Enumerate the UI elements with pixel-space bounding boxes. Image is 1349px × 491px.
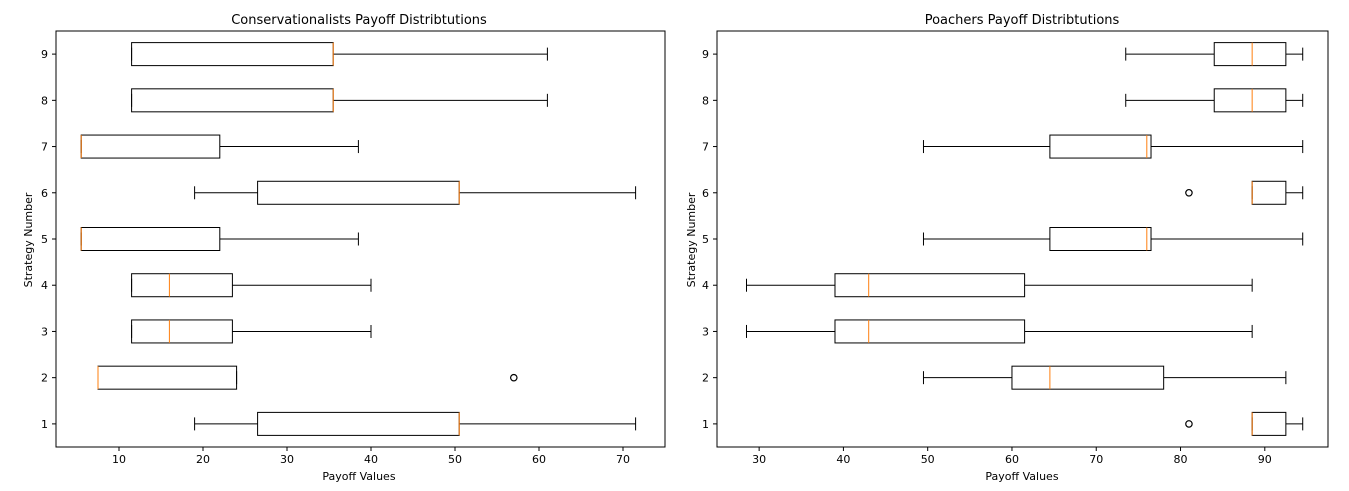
box-iqr <box>1049 227 1152 251</box>
box-strategy-4 <box>745 273 1253 298</box>
x-tick-label: 40 <box>836 453 850 466</box>
box-strategy-3 <box>745 319 1253 344</box>
y-tick-label: 7 <box>702 141 709 154</box>
y-tick-label: 6 <box>41 187 48 200</box>
box-strategy-5 <box>80 227 359 251</box>
box-iqr <box>1213 88 1287 113</box>
box-strategy-8 <box>131 88 548 113</box>
box-iqr <box>131 88 334 113</box>
chart-title: Poachers Payoff Distribtutions <box>925 13 1120 28</box>
box-iqr <box>834 273 1026 298</box>
x-axis-label: Payoff Values <box>322 470 395 483</box>
x-tick-label: 70 <box>616 453 630 466</box>
x-tick-label: 40 <box>364 453 378 466</box>
x-tick-label: 60 <box>1005 453 1019 466</box>
outlier-point <box>1185 420 1193 428</box>
x-tick-label: 80 <box>1174 453 1188 466</box>
outlier-point <box>1185 188 1193 197</box>
y-tick-label: 6 <box>702 187 709 200</box>
y-tick-label: 4 <box>41 279 48 292</box>
y-tick-label: 5 <box>702 233 709 246</box>
box-strategy-8 <box>1125 88 1304 113</box>
box-iqr <box>834 319 1026 344</box>
box-strategy-9 <box>131 42 548 67</box>
box-strategy-2 <box>97 365 518 390</box>
x-tick-label: 60 <box>532 453 546 466</box>
box-iqr <box>257 411 460 436</box>
x-tick-label: 30 <box>280 453 294 466</box>
y-axis-label: Strategy Number <box>685 192 698 287</box>
y-axis-label: Strategy Number <box>22 192 35 287</box>
y-tick-label: 1 <box>702 418 709 431</box>
box-iqr <box>1251 411 1287 436</box>
box-iqr <box>80 227 221 251</box>
y-tick-label: 5 <box>41 233 48 246</box>
box-strategy-6 <box>194 180 637 205</box>
y-tick-label: 2 <box>41 372 48 385</box>
x-tick-label: 50 <box>921 453 935 466</box>
box-strategy-6 <box>1185 180 1304 205</box>
x-tick-label: 30 <box>752 453 766 466</box>
box-strategy-1 <box>194 411 637 436</box>
y-tick-label: 3 <box>702 325 709 338</box>
box-series <box>745 42 1304 436</box>
plot-frame <box>716 30 1329 448</box>
y-tick-label: 8 <box>41 94 48 107</box>
y-tick-label: 4 <box>702 279 709 292</box>
box-strategy-7 <box>80 134 359 159</box>
y-tick-label: 7 <box>41 141 48 154</box>
outlier-point <box>509 373 518 382</box>
box-strategy-5 <box>922 227 1304 251</box>
x-tick-label: 90 <box>1258 453 1272 466</box>
y-tick-label: 2 <box>702 372 709 385</box>
y-tick-label: 3 <box>41 325 48 338</box>
x-tick-label: 70 <box>1089 453 1103 466</box>
box-iqr <box>1049 134 1152 159</box>
x-axis-label: Payoff Values <box>985 470 1058 483</box>
y-tick-label: 9 <box>702 48 709 61</box>
box-strategy-9 <box>1125 42 1304 67</box>
box-iqr <box>131 42 334 67</box>
poachers-panel: Poachers Payoff Distribtutions Payoff Va… <box>685 13 1329 483</box>
y-tick-label: 9 <box>41 48 48 61</box>
box-iqr <box>257 180 460 205</box>
box-strategy-7 <box>922 134 1304 159</box>
box-strategy-4 <box>131 273 372 298</box>
axis-ticks: 30 40 50 60 70 80 90 1 2 3 4 5 6 7 8 9 <box>702 48 1272 466</box>
y-tick-label: 8 <box>702 94 709 107</box>
box-iqr <box>1011 365 1165 390</box>
x-tick-label: 50 <box>448 453 462 466</box>
axis-ticks: 10 20 30 40 50 60 70 1 2 3 4 5 6 7 8 9 <box>41 48 630 466</box>
box-strategy-3 <box>131 319 372 344</box>
box-strategy-1 <box>1185 411 1304 436</box>
box-iqr <box>131 319 233 344</box>
y-tick-label: 1 <box>41 418 48 431</box>
box-series <box>80 42 637 436</box>
box-iqr <box>97 365 238 390</box>
x-tick-label: 10 <box>112 453 126 466</box>
box-iqr <box>1213 42 1287 67</box>
box-iqr <box>131 273 233 298</box>
x-tick-label: 20 <box>196 453 210 466</box>
box-strategy-2 <box>922 365 1287 390</box>
box-iqr <box>80 134 221 159</box>
plot-frame <box>55 30 666 448</box>
box-iqr <box>1251 180 1287 205</box>
conservationalists-panel: Conservationalists Payoff Distribtutions… <box>22 13 666 483</box>
chart-title: Conservationalists Payoff Distribtutions <box>231 13 487 28</box>
